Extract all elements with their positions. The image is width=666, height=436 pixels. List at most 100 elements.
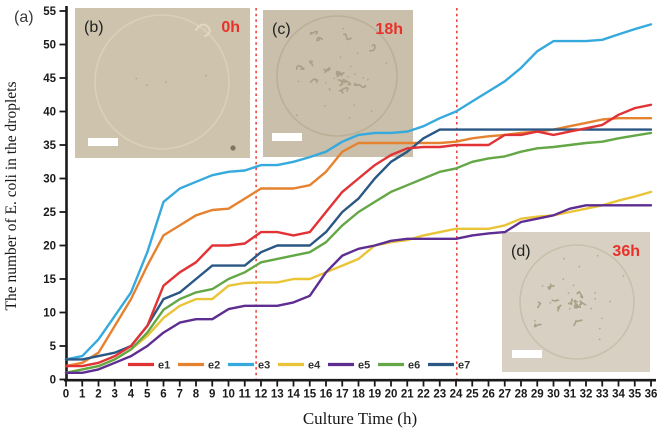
debris-dot	[385, 62, 388, 65]
debris-dot	[584, 304, 587, 306]
debris-dot	[205, 74, 207, 77]
inset-c: (c) 18h	[263, 10, 413, 157]
x-axis-title: Culture Time (h)	[303, 409, 417, 428]
scale-bar	[88, 138, 118, 146]
inset-time-label: 36h	[612, 243, 640, 260]
debris-dot	[598, 327, 601, 330]
debris-dot	[578, 265, 581, 268]
bacteria-squiggle	[295, 64, 305, 71]
debris-dot	[367, 78, 369, 81]
y-tick-label: 35	[43, 140, 56, 152]
y-tick-label: 55	[43, 6, 56, 18]
legend: e1 e2 e3 e4 e5 e6 e7	[128, 360, 470, 372]
bacteria-squiggle	[309, 60, 314, 67]
debris-dot	[324, 82, 327, 84]
debris-dot	[356, 52, 359, 54]
y-tick-label: 15	[43, 274, 56, 286]
bacteria-squiggle	[353, 82, 367, 89]
x-tick-label: 28	[515, 389, 528, 401]
x-tick-label: 6	[160, 389, 166, 401]
debris-dot	[594, 291, 597, 294]
inset-b: (b) 0h	[75, 8, 250, 158]
y-tick-label: 40	[43, 107, 56, 119]
x-tick-label: 16	[320, 389, 333, 401]
x-tick-label: 12	[255, 389, 268, 401]
legend-label-e3: e3	[258, 360, 270, 372]
bacteria-squiggle	[338, 87, 349, 94]
x-tick-label: 35	[628, 389, 641, 401]
debris-dot	[609, 300, 612, 303]
series-line-e7	[64, 128, 653, 361]
y-tick-label: 10	[43, 308, 56, 320]
legend-label-e2: e2	[208, 360, 220, 372]
legend-item-e2: e2	[178, 360, 220, 372]
bacteria-squiggle	[551, 299, 560, 302]
x-tick-label: 19	[368, 389, 381, 401]
bacteria-squiggle	[369, 44, 376, 52]
y-tick-label: 45	[43, 73, 56, 85]
inset-label: (d)	[511, 243, 531, 260]
x-tick-label: 17	[336, 389, 349, 401]
droplet-circle	[519, 244, 635, 360]
debris-dot	[339, 56, 342, 58]
x-tick-label: 15	[303, 389, 316, 401]
bacteria-squiggle	[323, 67, 331, 74]
legend-label-e7: e7	[458, 360, 470, 372]
scale-bar	[272, 133, 302, 141]
bacteria-squiggle	[336, 71, 345, 77]
x-tick-label: 1	[79, 389, 86, 401]
x-tick-label: 31	[563, 389, 576, 401]
debris-dot	[324, 105, 326, 107]
x-tick-label: 27	[498, 389, 511, 401]
legend-label-e5: e5	[358, 360, 370, 372]
bacteria-squiggle	[536, 301, 542, 309]
x-tick-label: 2	[95, 389, 101, 401]
debris-dot	[341, 80, 343, 83]
inset-time-label: 0h	[221, 19, 240, 36]
debris-dot	[622, 275, 625, 277]
series-line-e5	[64, 204, 653, 374]
x-tick-label: 36	[645, 389, 658, 401]
x-tick-label: 34	[612, 389, 625, 401]
legend-item-e7: e7	[428, 360, 470, 372]
x-tick-label: 10	[222, 389, 235, 401]
x-tick-label: 24	[450, 389, 463, 401]
legend-item-e6: e6	[378, 360, 420, 372]
series-line-e3	[64, 23, 653, 361]
x-tick-label: 5	[144, 389, 151, 401]
y-tick-label: 0	[50, 375, 56, 387]
debris-dot	[353, 104, 356, 107]
debris-dot	[340, 74, 343, 77]
debris-dot	[534, 319, 536, 322]
debris-dot	[344, 81, 347, 84]
inset-label: (c)	[272, 21, 291, 38]
debris-dot	[165, 81, 167, 84]
inset-time-label: 18h	[375, 21, 403, 38]
inset-image-b	[75, 8, 250, 158]
bacteria-squiggle	[316, 36, 323, 42]
debris-dot	[563, 257, 565, 260]
series-line-e1	[64, 103, 653, 368]
series-line-e6	[64, 131, 653, 374]
legend-item-e5: e5	[328, 360, 370, 372]
x-tick-label: 29	[531, 389, 544, 401]
legend-label-e1: e1	[158, 360, 170, 372]
debris-dot	[594, 297, 597, 300]
debris-dot	[590, 307, 592, 310]
legend-item-e1: e1	[128, 360, 170, 372]
debris-dot	[314, 80, 317, 82]
insets-layer: (b) 0h (c) 18h (d) 36h	[75, 8, 650, 372]
inset-label: (b)	[84, 19, 104, 36]
debris-dot	[342, 27, 345, 30]
x-tick-label: 26	[482, 389, 495, 401]
y-tick-label: 20	[43, 241, 56, 253]
x-tick-label: 33	[596, 389, 609, 401]
debris-dot	[329, 89, 331, 92]
x-tick-label: 21	[401, 389, 414, 401]
bacteria-squiggle	[567, 298, 574, 305]
debris-dot	[562, 278, 565, 280]
x-tick-label: 32	[580, 389, 593, 401]
debris-dot	[568, 307, 571, 310]
debris-dot	[601, 317, 603, 320]
